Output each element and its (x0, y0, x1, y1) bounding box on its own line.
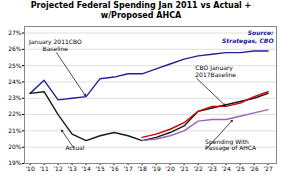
svg-text:'16: '16 (109, 165, 118, 172)
svg-text:'13: '13 (67, 165, 76, 172)
svg-text:'15: '15 (95, 165, 104, 172)
svg-text:Source:Strategas, CBO: Source:Strategas, CBO (222, 29, 274, 45)
svg-text:22%: 22% (8, 110, 22, 117)
svg-text:'26: '26 (249, 165, 258, 172)
svg-text:Actual: Actual (66, 144, 85, 151)
svg-text:'20: '20 (165, 165, 174, 172)
svg-text:'11: '11 (39, 165, 48, 172)
svg-text:'23: '23 (207, 165, 216, 172)
svg-text:CBO January2017Baseline: CBO January2017Baseline (195, 64, 236, 78)
svg-text:24%: 24% (8, 78, 22, 85)
svg-text:'27: '27 (263, 165, 272, 172)
svg-text:'22: '22 (193, 165, 202, 172)
svg-text:27%: 27% (8, 29, 22, 36)
svg-text:'17: '17 (123, 165, 132, 172)
svg-text:23%: 23% (8, 94, 22, 101)
svg-text:'12: '12 (53, 165, 62, 172)
svg-text:19%: 19% (8, 159, 22, 166)
svg-text:'19: '19 (151, 165, 160, 172)
svg-text:'25: '25 (235, 165, 244, 172)
svg-text:January 2011CBOBaseline: January 2011CBOBaseline (28, 38, 82, 52)
svg-text:'14: '14 (81, 165, 90, 172)
svg-text:'21: '21 (179, 165, 188, 172)
svg-text:'24: '24 (221, 165, 230, 172)
html-text:Projected Federal Spending Jan: Projected Federal Spending Jan 2011 vs A… (30, 1, 252, 20)
svg-text:'18: '18 (137, 165, 146, 172)
svg-text:20%: 20% (8, 143, 22, 150)
svg-text:'10: '10 (25, 165, 34, 172)
svg-text:26%: 26% (8, 45, 22, 52)
svg-text:21%: 21% (8, 127, 22, 134)
svg-text:Spending WithPassage of AHCA: Spending WithPassage of AHCA (205, 138, 257, 153)
svg-text:25%: 25% (8, 62, 22, 69)
